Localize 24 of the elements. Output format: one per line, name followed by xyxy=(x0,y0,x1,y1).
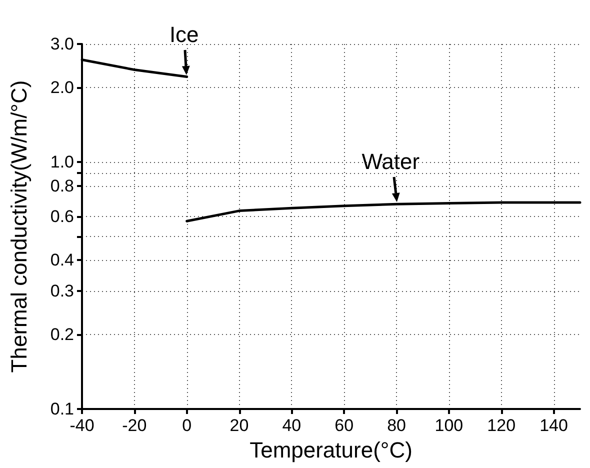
y-tick-label: 0.2 xyxy=(50,325,74,344)
y-tick-label: 3.0 xyxy=(50,34,74,54)
y-axis-title: Thermal conductivity(W/m/°C) xyxy=(6,80,32,373)
x-tick-label: 120 xyxy=(487,416,516,435)
y-tick-label: 0.4 xyxy=(50,250,74,270)
line-series xyxy=(186,201,582,222)
y-tick-label: 0.1 xyxy=(50,400,74,418)
x-tick-label: 40 xyxy=(282,416,302,435)
x-tick-label: 140 xyxy=(540,416,568,435)
x-tick-label: 100 xyxy=(434,416,464,435)
annotation: Water xyxy=(362,149,420,176)
y-tick-label: 2.0 xyxy=(50,78,74,98)
x-tick-label: 60 xyxy=(334,416,354,435)
x-axis-title: Temperature(°C) xyxy=(250,437,412,462)
x-tick-label: -20 xyxy=(122,416,147,435)
y-tick-label: 0.3 xyxy=(50,282,74,301)
x-tick-label: 20 xyxy=(230,416,249,435)
annotation: Ice xyxy=(169,22,199,48)
x-tick-label: 0 xyxy=(182,416,192,435)
x-tick-label: -40 xyxy=(70,416,94,435)
y-tick-label: 0.6 xyxy=(50,207,74,226)
x-tick-label: 80 xyxy=(387,416,406,435)
y-tick-label: 1.0 xyxy=(50,152,74,172)
y-tick-label: 0.8 xyxy=(50,176,74,196)
